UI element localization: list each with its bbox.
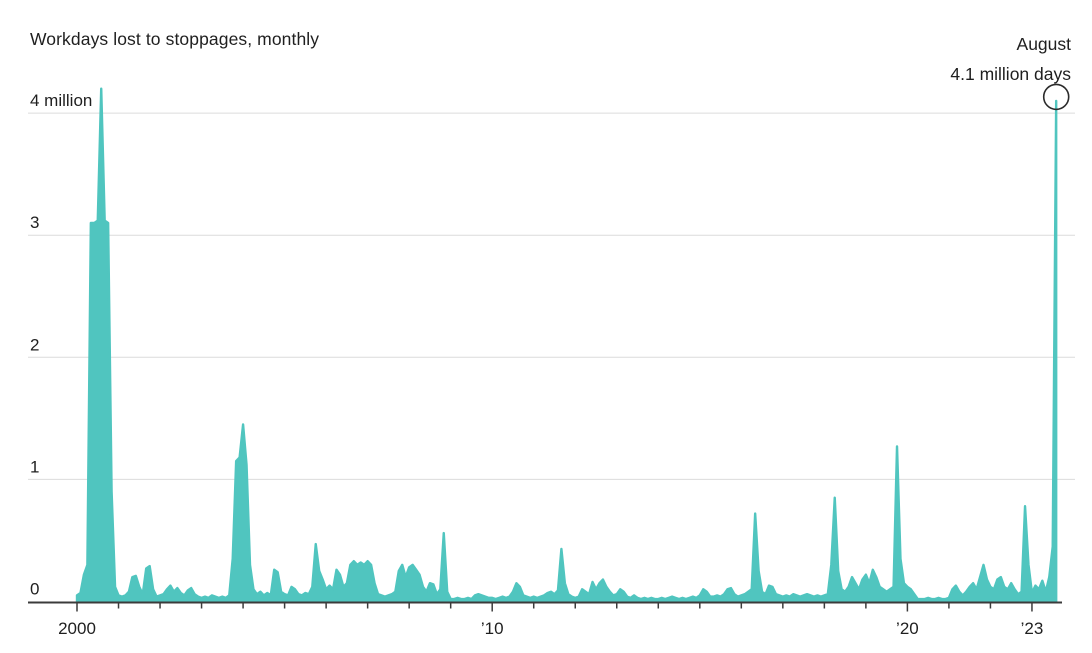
y-axis-label: 4 million xyxy=(30,91,92,110)
x-axis-label: ’20 xyxy=(896,619,919,638)
area-series xyxy=(75,87,1058,603)
x-axis-label: 2000 xyxy=(58,619,96,638)
x-axis-label: ’23 xyxy=(1021,619,1044,638)
chart-title: Workdays lost to stoppages, monthly xyxy=(30,29,320,49)
y-axis-label: 2 xyxy=(30,335,39,354)
y-axis-label: 3 xyxy=(30,213,39,232)
highlight-annotation: August 4.1 million days xyxy=(950,29,1071,89)
highlight-circle xyxy=(1042,83,1070,111)
y-axis-label: 1 xyxy=(30,457,39,476)
annotation-month-label: August xyxy=(1016,34,1071,54)
annotation-value-label: 4.1 million days xyxy=(950,64,1071,84)
x-axis-label: ’10 xyxy=(481,619,504,638)
y-axis-label: 0 xyxy=(30,580,39,599)
